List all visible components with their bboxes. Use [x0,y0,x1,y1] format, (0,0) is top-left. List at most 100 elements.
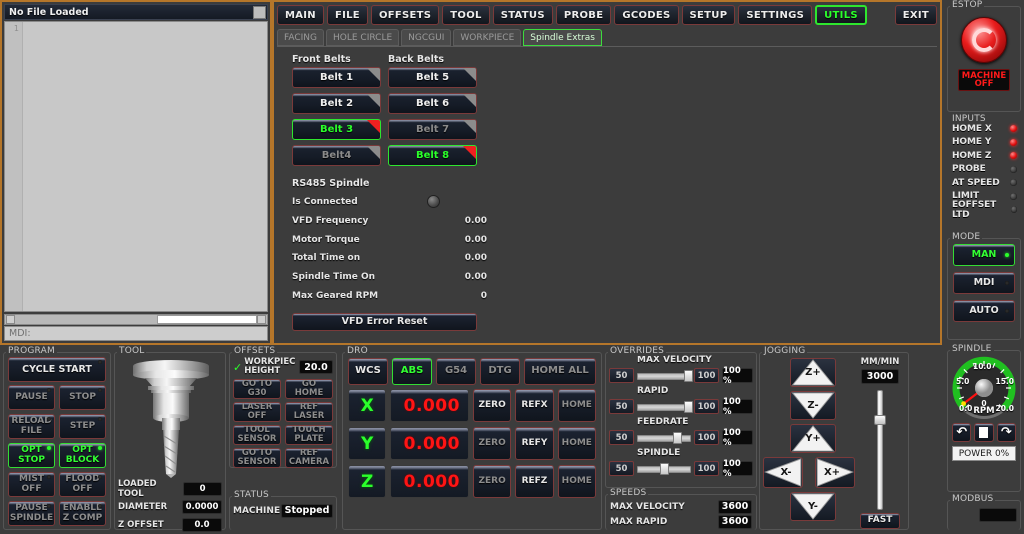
belt-button-belt-8[interactable]: Belt 8 [388,145,477,166]
workpiece-height-value[interactable]: 20.0 [299,360,333,374]
override-slider[interactable] [637,369,694,382]
jog-y-minus-button[interactable]: Y- [790,492,836,521]
override-max-button[interactable]: 100 [694,368,719,383]
cycle-start-button[interactable]: CYCLE START [8,357,106,382]
dro-ref-x-button[interactable]: REFX [515,389,554,422]
vfd-error-reset-button[interactable]: VFD Error Reset [292,313,477,331]
offsets-button-tool-sensor[interactable]: TOOL SENSOR [233,425,281,445]
tab-tool[interactable]: TOOL [442,5,490,25]
tab-gcodes[interactable]: GCODES [614,5,679,25]
mdi-input[interactable]: MDI: [4,326,268,341]
override-min-button[interactable]: 50 [609,430,634,445]
tab-utils[interactable]: UTILS [815,5,867,25]
belt-button-belt-5[interactable]: Belt 5 [388,67,477,88]
jog-y-plus-button[interactable]: Y+ [790,424,836,453]
dro-mode-dtg[interactable]: DTG [480,358,520,385]
program-button-step[interactable]: STEP [59,414,106,439]
offsets-button-laser-off[interactable]: LASER OFF [233,402,281,422]
program-button-flood-off[interactable]: FLOOD OFF [59,472,106,497]
override-max-button[interactable]: 100 [694,399,719,414]
offsets-button-go-home[interactable]: GO HOME [285,379,333,399]
program-button-reload-file[interactable]: RELOAD FILE [8,414,55,439]
gcode-title-scroll-box[interactable] [253,6,266,19]
program-button-opt-stop[interactable]: OPT STOP [8,443,55,468]
program-button-stop[interactable]: STOP [59,385,106,410]
program-button-mist-off[interactable]: MIST OFF [8,472,55,497]
subtab-workpiece[interactable]: WORKPIECE [453,29,522,46]
program-button-pause-spindle[interactable]: PAUSE SPINDLE [8,501,55,526]
override-slider[interactable] [637,400,694,413]
offsets-button-go-to-g30[interactable]: GO TO G30 [233,379,281,399]
dro-home-y-button[interactable]: HOME [557,427,596,460]
override-slider-handle[interactable] [660,462,669,475]
jog-x-minus-button[interactable]: X- [763,457,803,488]
override-min-button[interactable]: 50 [609,461,634,476]
jog-fast-button[interactable]: FAST [860,513,900,529]
jog-rate-value[interactable]: 3000 [861,369,899,384]
tab-status[interactable]: STATUS [492,5,553,25]
override-slider[interactable] [637,462,691,475]
mode-button-man[interactable]: MAN [953,244,1015,266]
dro-zero-y-button[interactable]: ZERO [472,427,512,460]
hscroll-left-arrow[interactable] [6,315,15,324]
belt-button-belt-2[interactable]: Belt 2 [292,93,381,114]
jog-speed-slider-handle[interactable] [874,415,886,425]
offsets-button-go-to-sensor[interactable]: GO TO SENSOR [233,448,281,468]
override-min-button[interactable]: 50 [609,368,634,383]
estop-button[interactable] [961,17,1007,63]
belt-button-belt-1[interactable]: Belt 1 [292,67,381,88]
override-max-button[interactable]: 100 [694,461,719,476]
subtab-spindle-extras[interactable]: Spindle Extras [523,29,602,46]
dro-mode-home-all[interactable]: HOME ALL [524,358,596,385]
spindle-ccw-button[interactable]: ↶ [952,423,972,442]
override-slider-handle[interactable] [684,400,694,413]
gcode-hscrollbar[interactable] [4,314,268,325]
gcode-content[interactable] [23,22,267,311]
override-slider-handle[interactable] [684,369,694,382]
dro-mode-g54[interactable]: G54 [436,358,476,385]
subtab-facing[interactable]: FACING [277,29,324,46]
program-button-pause[interactable]: PAUSE [8,385,55,410]
offsets-button-touch-plate[interactable]: TOUCH PLATE [285,425,333,445]
subtab-hole-circle[interactable]: HOLE CIRCLE [326,29,400,46]
jog-speed-slider[interactable] [874,390,886,510]
spindle-stop-button[interactable] [974,423,994,442]
tab-file[interactable]: FILE [326,5,368,25]
override-slider[interactable] [637,431,691,444]
program-button-opt-block[interactable]: OPT BLOCK [59,443,106,468]
dro-mode-abs[interactable]: ABS [392,358,432,385]
tab-main[interactable]: MAIN [277,5,324,25]
dro-mode-wcs[interactable]: WCS [348,358,388,385]
program-button-enable-z-comp[interactable]: ENABLE Z COMP [59,501,106,526]
spindle-cw-button[interactable]: ↷ [996,423,1016,442]
belt-button-belt-3[interactable]: Belt 3 [292,119,381,140]
belt-button-belt-6[interactable]: Belt 6 [388,93,477,114]
dro-ref-z-button[interactable]: REFZ [515,465,554,498]
gcode-text-area[interactable]: 1 [4,21,268,312]
exit-button[interactable]: EXIT [894,5,937,25]
jog-z-minus-button[interactable]: Z- [790,391,836,420]
offsets-button-ref-camera[interactable]: REF CAMERA [285,448,333,468]
tab-settings[interactable]: SETTINGS [738,5,813,25]
override-max-button[interactable]: 100 [694,430,719,445]
jog-x-plus-button[interactable]: X+ [815,457,855,488]
tab-offsets[interactable]: OFFSETS [370,5,440,25]
dro-zero-x-button[interactable]: ZERO [472,389,512,422]
mode-button-mdi[interactable]: MDI [953,272,1015,294]
hscroll-right-arrow[interactable] [257,315,266,324]
belt-button-belt-7[interactable]: Belt 7 [388,119,477,140]
override-min-button[interactable]: 50 [609,399,634,414]
jog-z-plus-button[interactable]: Z+ [790,358,836,387]
workpiece-checkbox[interactable]: ✓ [233,360,243,374]
mode-button-auto[interactable]: AUTO [953,300,1015,322]
dro-home-x-button[interactable]: HOME [557,389,596,422]
subtab-ngcgui[interactable]: NGCGUI [401,29,452,46]
tab-probe[interactable]: PROBE [555,5,612,25]
hscroll-thumb[interactable] [157,315,257,324]
dro-ref-y-button[interactable]: REFY [515,427,554,460]
belt-button-belt4[interactable]: Belt4 [292,145,381,166]
dro-home-z-button[interactable]: HOME [557,465,596,498]
override-slider-handle[interactable] [672,431,682,444]
tab-setup[interactable]: SETUP [681,5,736,25]
offsets-button-ref-laser[interactable]: REF LASER [285,402,333,422]
